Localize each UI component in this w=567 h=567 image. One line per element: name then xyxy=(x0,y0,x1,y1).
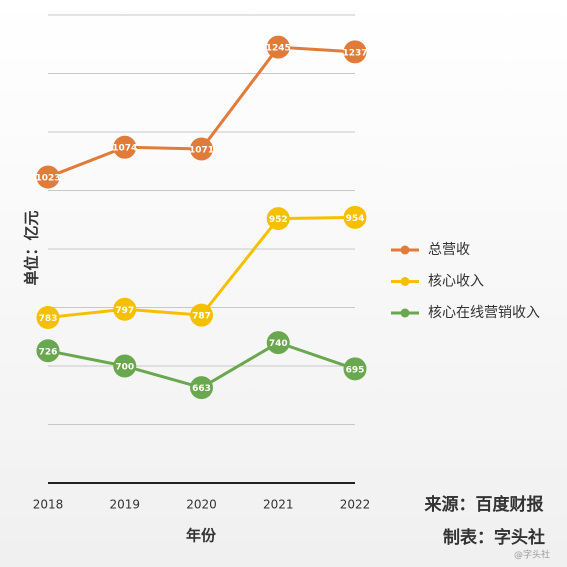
x-tick-label: 2018 xyxy=(33,498,64,512)
data-point xyxy=(190,303,213,327)
data-point xyxy=(190,137,213,161)
data-point xyxy=(36,165,60,189)
data-label: 1023 xyxy=(35,174,60,184)
data-point xyxy=(266,207,290,231)
data-label: 787 xyxy=(192,312,211,322)
legend-marker xyxy=(400,245,410,255)
x-tick-label: 2019 xyxy=(109,498,140,512)
data-point xyxy=(266,35,290,59)
data-point xyxy=(343,40,367,64)
data-label: 952 xyxy=(269,215,288,225)
data-point xyxy=(113,354,137,378)
x-tick-label: 2020 xyxy=(186,498,217,512)
x-axis-label: 年份 xyxy=(186,527,217,545)
data-point xyxy=(343,357,367,381)
data-label: 1237 xyxy=(342,48,367,58)
legend-marker xyxy=(400,277,410,286)
x-tick-label: 2022 xyxy=(340,498,371,512)
data-label: 1074 xyxy=(112,144,137,154)
data-label: 740 xyxy=(269,339,288,349)
data-label: 1071 xyxy=(189,145,214,155)
legend-label: 总营收 xyxy=(428,242,470,258)
data-point xyxy=(266,331,290,355)
data-point xyxy=(36,339,60,363)
data-label: 700 xyxy=(115,363,134,373)
watermark: @字头社 xyxy=(514,549,550,561)
data-label: 663 xyxy=(192,384,211,394)
legend-marker xyxy=(400,308,410,318)
source: 来源：百度财报 xyxy=(424,494,544,515)
legend-label: 核心收入 xyxy=(428,274,484,290)
data-point xyxy=(113,297,137,321)
x-tick-label: 2021 xyxy=(263,498,294,512)
data-label: 726 xyxy=(39,347,58,357)
data-point xyxy=(113,135,137,159)
legend-label: 核心在线营销收入 xyxy=(428,305,540,321)
data-point xyxy=(36,305,60,329)
data-label: 797 xyxy=(115,306,134,316)
data-label: 695 xyxy=(346,365,365,375)
data-point xyxy=(343,205,367,229)
y-axis-label: 单位：亿元 xyxy=(23,210,41,285)
data-label: 783 xyxy=(39,314,58,324)
data-point xyxy=(190,376,213,400)
data-label: 1245 xyxy=(266,44,291,54)
data-label: 954 xyxy=(346,214,365,224)
maker: 制表：字头社 xyxy=(443,527,545,548)
